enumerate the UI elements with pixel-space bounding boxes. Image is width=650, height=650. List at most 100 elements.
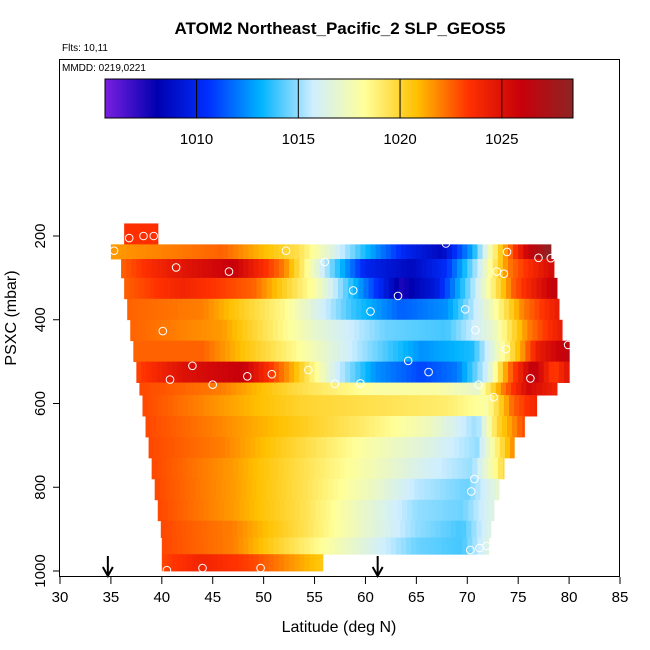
heatmap-cell xyxy=(253,554,260,572)
heatmap-cell xyxy=(312,382,319,396)
heatmap-cell xyxy=(519,395,525,417)
heatmap-cell xyxy=(441,361,448,383)
heatmap-cell xyxy=(492,457,499,480)
heatmap-cell xyxy=(318,416,325,438)
heatmap-cell xyxy=(152,298,159,321)
heatmap-cell xyxy=(236,382,242,396)
heatmap-cell xyxy=(220,478,227,501)
heatmap-cell xyxy=(141,244,148,260)
heatmap-cell xyxy=(279,395,286,417)
heatmap-cell xyxy=(526,277,533,300)
heatmap-cell xyxy=(292,478,298,501)
heatmap-cell xyxy=(210,478,217,501)
heatmap-cell xyxy=(348,478,354,501)
heatmap-cell xyxy=(232,319,238,342)
heatmap-cell xyxy=(239,395,245,417)
heatmap-cell xyxy=(382,340,389,363)
heatmap-cell xyxy=(522,416,525,438)
heatmap-cell xyxy=(473,298,480,321)
heatmap-cell xyxy=(236,277,242,300)
heatmap-cell xyxy=(176,520,182,538)
heatmap-cell xyxy=(491,319,498,342)
heatmap-cell xyxy=(314,244,321,260)
heatmap-cell xyxy=(150,319,157,342)
heatmap-cell xyxy=(551,382,558,396)
heatmap-cell xyxy=(401,361,407,383)
heatmap-cell xyxy=(334,259,341,279)
heatmap-cell xyxy=(334,244,341,260)
heatmap-cell xyxy=(222,244,229,260)
heatmap-cell xyxy=(212,361,219,383)
x-tick-label: 50 xyxy=(255,589,272,606)
heatmap-cell xyxy=(393,478,400,501)
heatmap-cell xyxy=(181,319,187,342)
heatmap-cell xyxy=(520,340,526,363)
heatmap-cell xyxy=(293,520,299,538)
heatmap-cell xyxy=(441,457,448,480)
heatmap-cell xyxy=(253,537,260,555)
heatmap-cell xyxy=(369,319,376,342)
heatmap-cell xyxy=(290,298,296,321)
heatmap-cell xyxy=(423,437,430,459)
heatmap-cell xyxy=(413,437,419,459)
heatmap-cell xyxy=(332,478,339,501)
heatmap-cell xyxy=(172,457,178,480)
heatmap-cell xyxy=(412,499,418,522)
heatmap-cell xyxy=(254,395,261,417)
heatmap-cell xyxy=(441,259,448,279)
heatmap-cell xyxy=(354,416,360,438)
heatmap-cell xyxy=(289,259,295,279)
heatmap-cell xyxy=(334,537,341,555)
heatmap-cell xyxy=(398,340,404,363)
heatmap-cell xyxy=(357,340,363,363)
heatmap-cell xyxy=(197,361,204,383)
heatmap-cell xyxy=(544,298,551,321)
heatmap-cell xyxy=(471,319,478,342)
heatmap-cell xyxy=(166,537,173,555)
heatmap-cell xyxy=(450,416,457,438)
x-axis-label: Latitude (deg N) xyxy=(282,619,397,636)
heatmap-cell xyxy=(261,478,268,501)
heatmap-cell xyxy=(313,520,320,538)
heatmap-cell xyxy=(212,259,219,279)
heatmap-cell xyxy=(264,499,271,522)
heatmap-cell xyxy=(136,361,143,383)
heatmap-cell xyxy=(166,259,173,279)
heatmap-cell xyxy=(444,277,451,300)
heatmap-cell xyxy=(554,298,560,321)
heatmap-cell xyxy=(404,277,410,300)
flight-track-point xyxy=(470,474,479,484)
heatmap-cell xyxy=(224,340,231,363)
heatmap-cell xyxy=(299,457,305,480)
heatmap-cell xyxy=(198,499,205,522)
heatmap-cell xyxy=(373,382,380,396)
heatmap-cell xyxy=(462,244,468,260)
heatmap-cell xyxy=(477,361,484,383)
heatmap-cell xyxy=(461,416,467,438)
heatmap-cell xyxy=(259,395,266,417)
flight-track-point xyxy=(460,305,470,314)
heatmap-cell xyxy=(322,382,329,396)
heatmap-cell xyxy=(296,437,302,459)
heatmap-cell xyxy=(243,259,249,279)
heatmap-cell xyxy=(244,499,250,522)
heatmap-cell xyxy=(286,437,292,459)
heatmap-cell xyxy=(419,478,426,501)
heatmap-cell xyxy=(263,457,270,480)
heatmap-cell xyxy=(217,361,224,383)
heatmap-cell xyxy=(300,395,306,417)
heatmap-cell xyxy=(495,382,502,396)
heatmap-cell xyxy=(430,319,437,342)
heatmap-cell xyxy=(206,520,213,538)
heatmap-cell xyxy=(356,298,362,321)
heatmap-cell xyxy=(424,382,431,396)
heatmap-cell xyxy=(334,457,341,480)
heatmap-cell xyxy=(501,416,508,438)
heatmap-cell xyxy=(450,520,457,538)
heatmap-cell xyxy=(248,361,255,383)
heatmap-cell xyxy=(312,478,319,501)
heatmap-cell xyxy=(426,361,433,383)
heatmap-cell xyxy=(340,537,346,555)
heatmap-cell xyxy=(291,437,297,459)
heatmap-cell xyxy=(263,554,270,572)
